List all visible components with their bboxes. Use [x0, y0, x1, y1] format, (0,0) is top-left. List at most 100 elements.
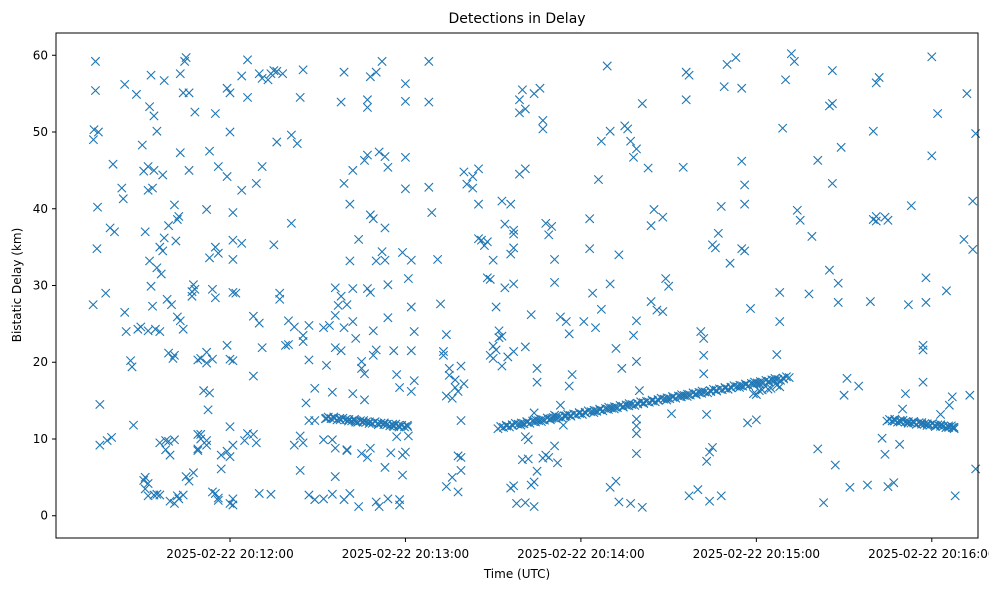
- detection-marker: [143, 491, 153, 501]
- detection-marker: [120, 307, 130, 317]
- detection-marker: [336, 346, 346, 356]
- detection-marker: [269, 240, 279, 250]
- detection-marker: [330, 343, 340, 353]
- detection-marker: [188, 468, 199, 478]
- detection-marker: [295, 465, 305, 476]
- detection-marker: [330, 472, 340, 482]
- detection-marker: [509, 243, 519, 253]
- detection-marker: [339, 178, 349, 189]
- detection-marker: [362, 150, 373, 160]
- detection-marker: [400, 96, 411, 106]
- detection-marker: [588, 288, 598, 298]
- detection-marker: [678, 162, 688, 172]
- detection-marker: [509, 225, 519, 235]
- detection-marker: [338, 413, 348, 423]
- detection-marker: [409, 326, 419, 337]
- detection-marker: [225, 354, 235, 364]
- detection-marker: [482, 237, 492, 247]
- detection-marker: [397, 247, 408, 258]
- detection-marker: [532, 377, 542, 387]
- detection-marker: [438, 350, 449, 360]
- detection-marker: [348, 165, 358, 175]
- detection-marker: [327, 435, 337, 445]
- detection-marker: [538, 453, 548, 463]
- detection-marker: [326, 414, 336, 424]
- detection-marker: [345, 488, 355, 499]
- detection-marker: [199, 386, 209, 396]
- detection-marker: [468, 183, 478, 193]
- detection-marker: [561, 316, 571, 327]
- detection-marker: [497, 331, 507, 341]
- detection-marker: [162, 294, 172, 304]
- detection-marker: [257, 161, 267, 172]
- x-tick-label: 2025-02-22 20:13:00: [342, 547, 469, 561]
- detection-marker: [906, 201, 916, 211]
- detection-marker: [722, 59, 732, 70]
- detection-marker: [637, 502, 647, 512]
- detection-marker: [172, 214, 182, 225]
- detection-marker: [248, 311, 258, 321]
- detection-marker: [166, 300, 177, 310]
- detection-marker: [193, 445, 203, 456]
- detection-marker: [171, 236, 181, 246]
- detection-marker: [710, 243, 720, 253]
- detection-marker: [506, 249, 516, 259]
- detection-marker: [658, 212, 668, 222]
- detection-marker: [106, 432, 117, 443]
- detection-marker: [716, 201, 726, 212]
- detection-marker: [368, 350, 378, 360]
- detection-marker: [699, 350, 709, 360]
- detection-marker: [558, 420, 568, 430]
- detection-marker: [193, 355, 203, 365]
- detection-marker: [509, 279, 519, 289]
- detection-marker: [551, 411, 561, 421]
- detection-marker: [237, 238, 247, 248]
- detection-marker: [140, 227, 150, 237]
- detection-marker: [403, 431, 413, 441]
- detection-marker: [751, 415, 761, 425]
- detection-marker: [511, 498, 522, 509]
- detection-marker: [144, 256, 155, 266]
- detection-marker: [914, 418, 924, 428]
- detection-marker: [254, 318, 264, 328]
- detection-marker: [222, 340, 232, 350]
- detection-marker: [704, 447, 715, 457]
- detection-marker: [447, 393, 457, 403]
- detection-marker: [108, 159, 118, 169]
- detection-marker: [159, 75, 169, 86]
- detection-marker: [631, 316, 642, 326]
- detection-marker: [564, 329, 574, 339]
- detection-marker: [146, 70, 156, 80]
- detection-marker: [321, 360, 332, 370]
- detection-marker: [538, 115, 548, 126]
- detection-marker: [348, 283, 358, 294]
- detection-marker: [225, 88, 235, 98]
- detection-marker: [139, 475, 149, 486]
- detection-marker: [228, 208, 238, 218]
- detection-marker: [89, 125, 99, 135]
- detection-marker: [354, 501, 364, 512]
- detection-marker: [595, 405, 605, 415]
- detection-marker: [127, 362, 137, 372]
- detection-marker: [740, 199, 750, 209]
- detection-marker: [172, 312, 182, 322]
- detection-marker: [95, 399, 105, 410]
- detection-marker: [354, 234, 364, 245]
- detection-marker: [741, 380, 751, 390]
- detection-marker: [699, 369, 709, 379]
- detection-marker: [962, 89, 972, 99]
- detection-marker: [289, 440, 299, 450]
- detection-marker: [228, 494, 238, 504]
- y-tick-label: 60: [33, 48, 48, 62]
- detection-marker: [335, 413, 345, 423]
- detection-marker: [819, 498, 829, 508]
- detection-marker: [520, 104, 530, 114]
- detection-marker: [541, 218, 551, 228]
- detection-marker: [935, 421, 946, 431]
- detection-marker: [383, 313, 393, 323]
- y-tick-label: 40: [33, 202, 48, 216]
- detection-marker: [283, 340, 294, 350]
- detection-marker: [500, 283, 510, 293]
- detection-marker: [169, 350, 180, 360]
- detection-marker: [392, 369, 402, 380]
